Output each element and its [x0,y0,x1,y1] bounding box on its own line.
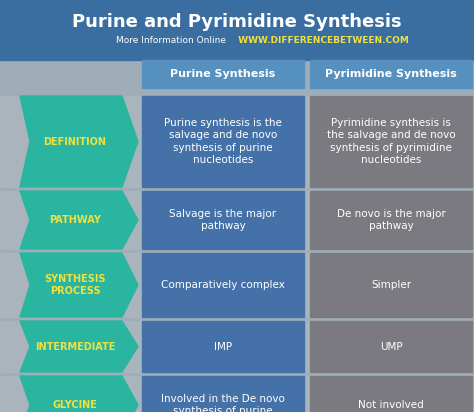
Text: Purine and Pyrimidine Synthesis: Purine and Pyrimidine Synthesis [72,13,402,31]
Text: DEFINITION: DEFINITION [44,136,107,147]
Bar [310,321,472,372]
Text: Salvage is the major
pathway: Salvage is the major pathway [169,209,276,231]
Text: SYNTHESIS
PROCESS: SYNTHESIS PROCESS [44,274,106,296]
Text: WWW.DIFFERENCEBETWEEN.COM: WWW.DIFFERENCEBETWEEN.COM [232,35,409,44]
Text: GLYCINE: GLYCINE [53,400,98,410]
Polygon shape [20,191,138,249]
Text: Pyrimidine synthesis is
the salvage and de novo
synthesis of pyrimidine
nucleoti: Pyrimidine synthesis is the salvage and … [327,118,456,165]
Bar [142,321,304,372]
Bar [0,253,474,317]
Bar [142,376,304,412]
Text: More Information Online: More Information Online [116,35,232,44]
Polygon shape [20,96,138,187]
Text: Purine synthesis is the
salvage and de novo
synthesis of purine
nucleotides: Purine synthesis is the salvage and de n… [164,118,282,165]
Bar [142,60,304,88]
Bar [0,321,474,372]
Bar [142,253,304,317]
Polygon shape [20,376,138,412]
Bar [310,96,472,187]
Text: INTERMEDIATE: INTERMEDIATE [35,342,115,351]
Bar [0,96,474,187]
Bar [0,191,474,249]
Bar [310,60,472,88]
Bar [0,0,474,60]
Text: Pyrimidine Synthesis: Pyrimidine Synthesis [325,69,457,79]
Text: De novo is the major
pathway: De novo is the major pathway [337,209,446,231]
Text: Simpler: Simpler [371,280,411,290]
Polygon shape [20,321,138,372]
Text: Not involved: Not involved [358,400,424,410]
Text: Involved in the De novo
synthesis of purine: Involved in the De novo synthesis of pur… [161,394,285,412]
Bar [142,96,304,187]
Text: IMP: IMP [214,342,232,351]
Bar [310,253,472,317]
Text: UMP: UMP [380,342,402,351]
Text: Comparatively complex: Comparatively complex [161,280,285,290]
Bar [310,376,472,412]
Bar [142,191,304,249]
Bar [0,376,474,412]
Text: PATHWAY: PATHWAY [49,215,101,225]
Text: Purine Synthesis: Purine Synthesis [170,69,275,79]
Bar [310,191,472,249]
Polygon shape [20,253,138,317]
